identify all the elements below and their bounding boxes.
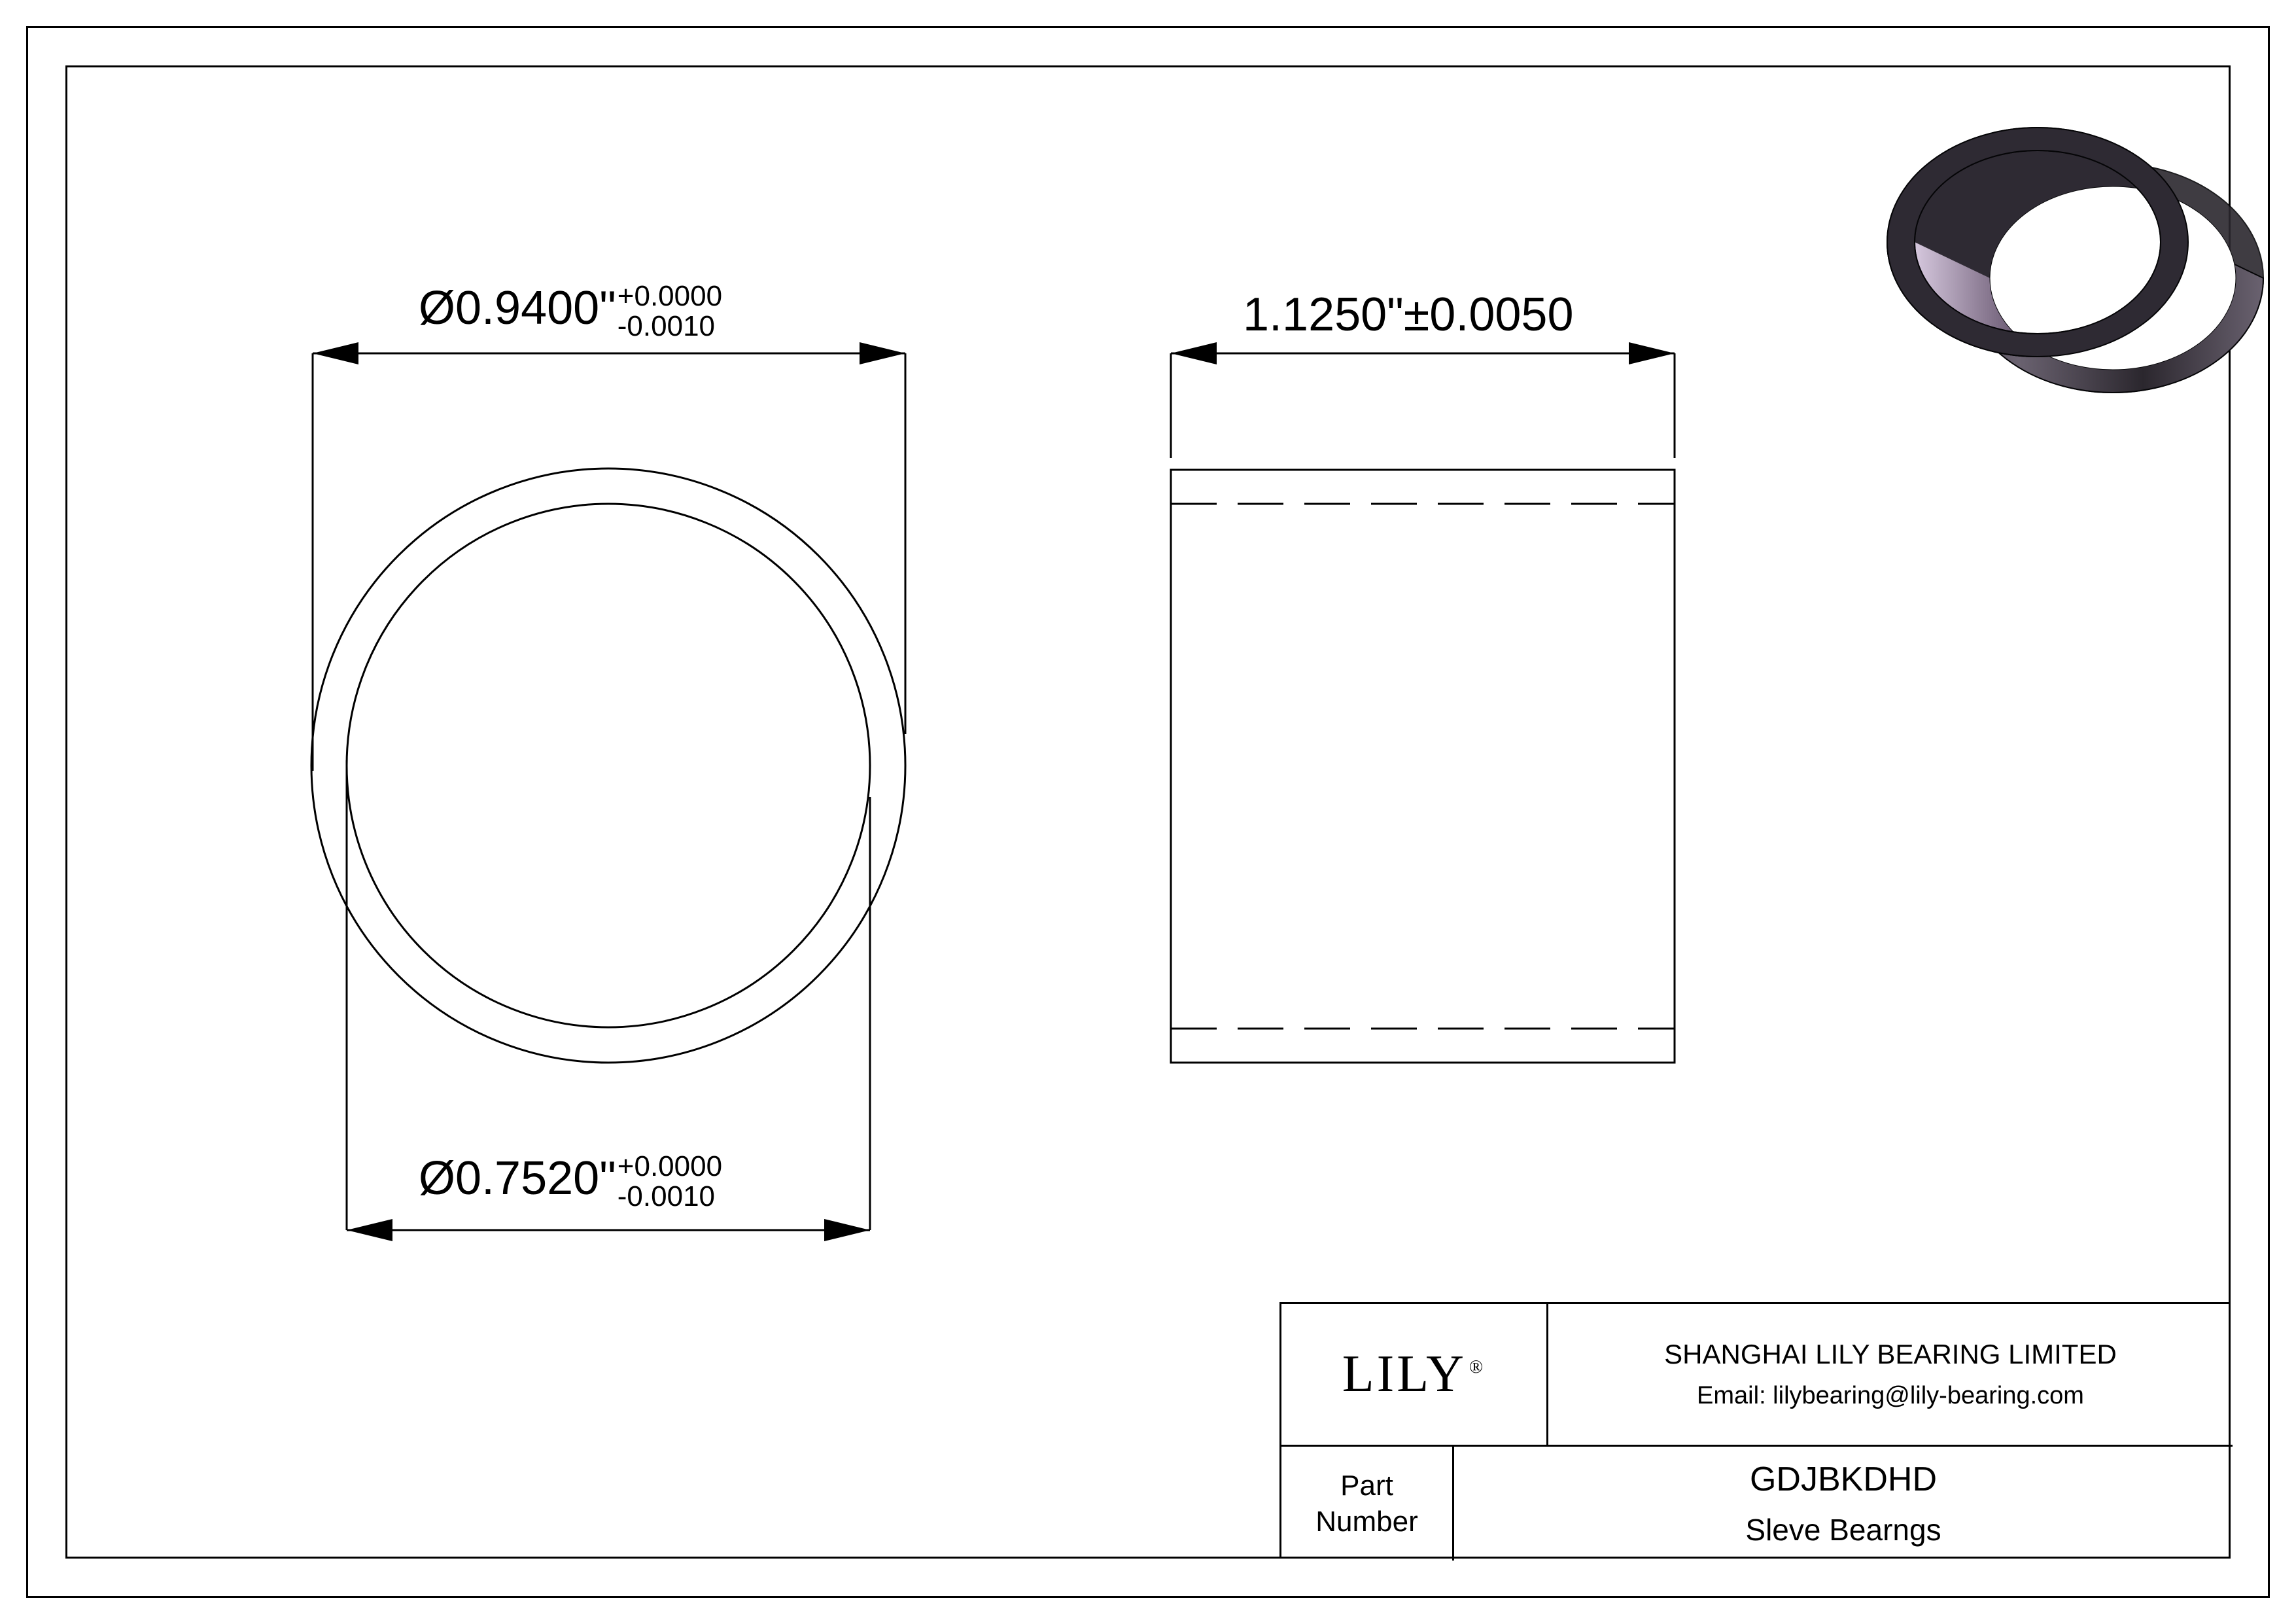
- registered-icon: ®: [1469, 1357, 1486, 1377]
- part-number-value-cell: GDJBKDHD Sleve Bearngs: [1454, 1447, 2233, 1561]
- title-block: LILY® SHANGHAI LILY BEARING LIMITED Emai…: [1279, 1302, 2231, 1559]
- dimension-length-value: 1.1250"±0.0050: [1243, 289, 1574, 341]
- dimension-outer-tol-plus: +0.0000: [617, 281, 722, 311]
- dimension-inner-tol-plus: +0.0000: [617, 1152, 722, 1182]
- dimension-inner-tolerance: +0.0000 -0.0010: [617, 1152, 722, 1212]
- dimension-outer-value: Ø0.9400": [419, 282, 616, 334]
- dimension-inner-value: Ø0.7520": [419, 1152, 616, 1205]
- logo-cell: LILY®: [1281, 1304, 1548, 1447]
- company-cell: SHANGHAI LILY BEARING LIMITED Email: lil…: [1548, 1304, 2233, 1447]
- company-email: Email: lilybearing@lily-bearing.com: [1697, 1382, 2084, 1410]
- dimension-length: 1.1250"±0.0050: [1243, 291, 1574, 338]
- page-root: Ø0.9400" +0.0000 -0.0010 Ø0.7520" +0.000…: [0, 0, 2296, 1624]
- part-number-label-cell: PartNumber: [1281, 1447, 1454, 1561]
- dimension-outer-tolerance: +0.0000 -0.0010: [617, 281, 722, 342]
- dimension-inner-diameter: Ø0.7520" +0.0000 -0.0010: [419, 1152, 722, 1212]
- logo-word: LILY: [1342, 1345, 1467, 1403]
- dimension-outer-diameter: Ø0.9400" +0.0000 -0.0010: [419, 281, 722, 342]
- dimension-outer-tol-minus: -0.0010: [617, 311, 722, 342]
- part-number-value: GDJBKDHD: [1750, 1460, 1937, 1499]
- company-name: SHANGHAI LILY BEARING LIMITED: [1664, 1339, 2117, 1370]
- dimension-inner-tol-minus: -0.0010: [617, 1182, 722, 1212]
- logo-text: LILY®: [1342, 1345, 1486, 1404]
- part-number-label: PartNumber: [1315, 1468, 1418, 1540]
- product-name: Sleve Bearngs: [1745, 1512, 1941, 1547]
